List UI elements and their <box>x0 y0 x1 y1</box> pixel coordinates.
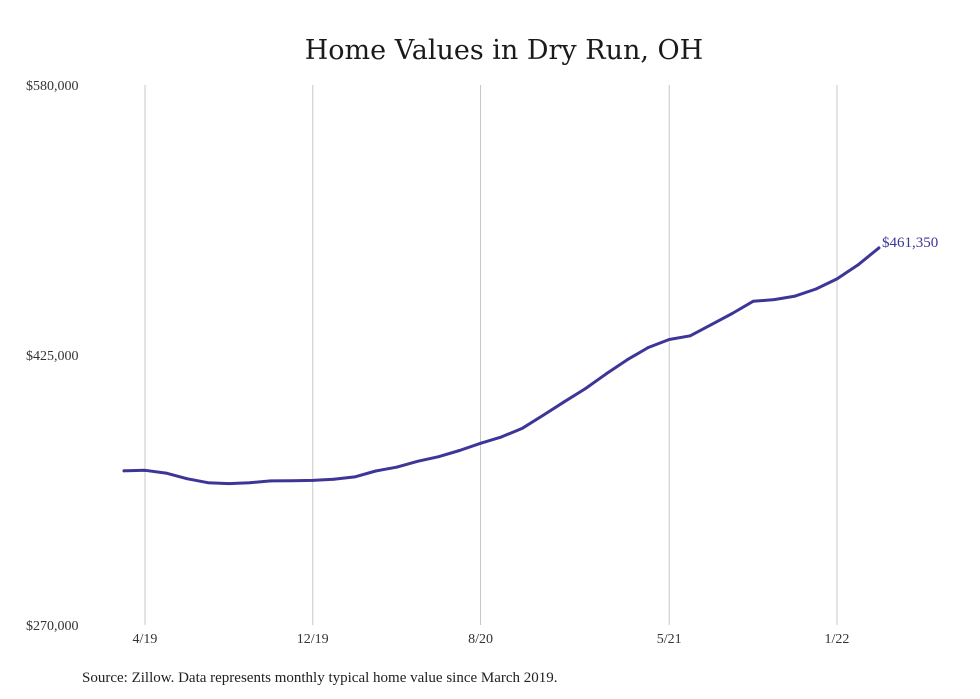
data-point <box>227 482 231 485</box>
y-tick-label: $270,000 <box>26 619 79 634</box>
series-layer: $461,350 <box>122 235 938 486</box>
data-point <box>437 455 440 459</box>
x-tick-label: 8/20 <box>468 632 493 647</box>
series-line <box>122 246 881 486</box>
data-point <box>604 372 608 376</box>
gridlines <box>144 85 838 625</box>
x-tick-label: 12/19 <box>297 632 329 647</box>
data-point <box>395 465 399 469</box>
y-tick-label: $425,000 <box>26 349 79 364</box>
x-tick-label: 4/19 <box>133 632 158 647</box>
data-point <box>311 479 315 482</box>
data-point <box>542 413 545 417</box>
data-point <box>856 263 860 267</box>
data-point <box>164 471 168 475</box>
data-point <box>646 346 650 349</box>
data-point <box>458 449 461 452</box>
data-point <box>625 358 629 362</box>
data-point <box>814 287 818 291</box>
data-point <box>332 477 336 481</box>
data-point <box>290 479 294 483</box>
data-point <box>374 469 378 473</box>
data-point <box>521 426 524 430</box>
data-point <box>709 323 713 327</box>
data-point <box>772 298 776 302</box>
data-point <box>122 469 126 473</box>
x-tick-label: 5/21 <box>657 632 682 647</box>
chart-title: Home Values in Dry Run, OH <box>305 35 703 66</box>
data-point <box>416 459 420 463</box>
data-point <box>730 312 734 315</box>
end-value-label: $461,350 <box>882 235 938 251</box>
data-point <box>248 481 252 485</box>
data-point <box>479 441 482 445</box>
data-point <box>353 475 357 479</box>
y-tick-label: $580,000 <box>26 79 79 94</box>
data-point <box>751 299 755 303</box>
data-point <box>206 481 210 485</box>
y-axis-ticks: $580,000 $425,000 $270,000 <box>26 79 79 634</box>
data-point <box>185 477 189 481</box>
data-point <box>793 294 797 298</box>
data-point <box>877 246 881 250</box>
data-point <box>500 435 503 439</box>
data-point <box>562 400 566 404</box>
x-tick-label: 1/22 <box>825 632 850 647</box>
data-point <box>688 334 692 338</box>
data-point <box>667 338 671 341</box>
source-note: Source: Zillow. Data represents monthly … <box>82 670 558 686</box>
data-point <box>143 468 147 472</box>
data-point <box>583 387 587 391</box>
x-axis-ticks: 4/19 12/19 8/20 5/21 1/22 <box>133 632 850 647</box>
data-point <box>269 479 273 483</box>
data-point <box>835 277 839 281</box>
